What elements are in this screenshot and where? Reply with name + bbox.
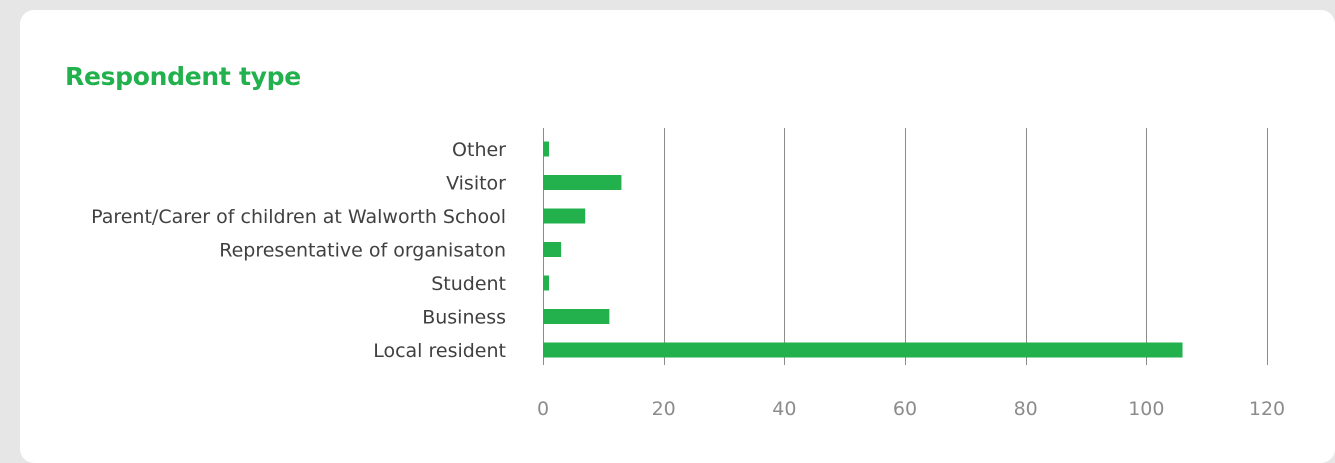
- category-label: Parent/Carer of children at Walworth Sch…: [91, 206, 506, 228]
- bar: [543, 242, 562, 257]
- category-label: Representative of organisaton: [219, 240, 506, 262]
- gridlines: [543, 128, 1268, 365]
- x-tick-label: 80: [1014, 398, 1038, 420]
- bar-chart: Other Visitor Parent/Carer of children at …: [91, 128, 1285, 420]
- category-label: Business: [422, 307, 506, 329]
- category-label: Other: [452, 139, 506, 161]
- x-tick-labels: 0 20 40 60 80 100 120: [537, 398, 1285, 420]
- category-label: Visitor: [446, 173, 506, 195]
- bar: [543, 275, 550, 291]
- x-tick-label: 40: [772, 398, 796, 420]
- category-label: Student: [431, 273, 506, 295]
- bar: [543, 309, 610, 324]
- x-tick-label: 100: [1128, 398, 1164, 420]
- bar: [543, 342, 1183, 358]
- x-tick-label: 0: [537, 398, 549, 420]
- category-labels: Other Visitor Parent/Carer of children at …: [91, 139, 506, 362]
- chart-title: Respondent type: [65, 62, 301, 91]
- bar: [543, 208, 586, 224]
- chart-card: Respondent type Other Visitor Parent/Carer…: [20, 10, 1335, 463]
- bars: [543, 141, 1183, 358]
- bar: [543, 141, 550, 157]
- x-tick-label: 120: [1249, 398, 1285, 420]
- category-label: Local resident: [373, 340, 506, 362]
- bar: [543, 175, 622, 190]
- x-tick-label: 20: [652, 398, 676, 420]
- x-tick-label: 60: [893, 398, 917, 420]
